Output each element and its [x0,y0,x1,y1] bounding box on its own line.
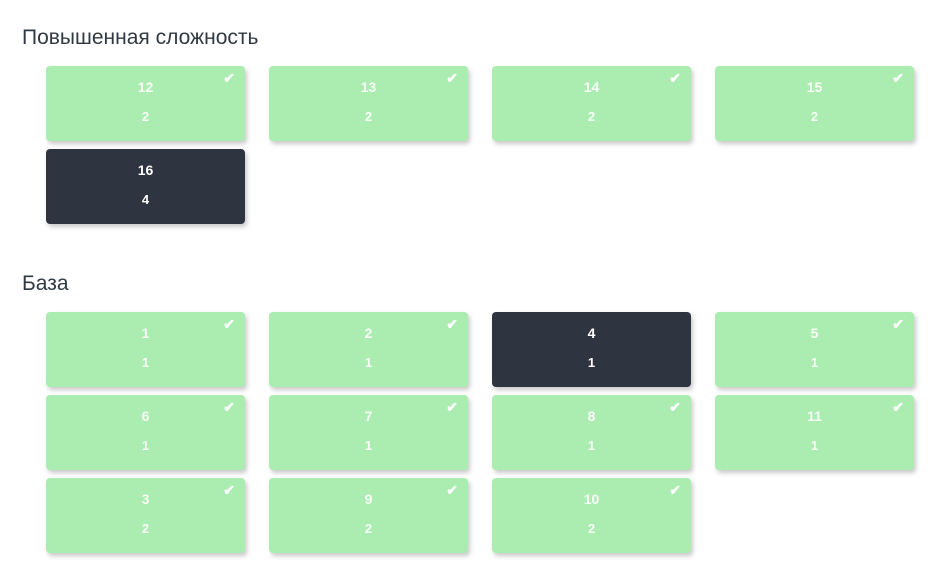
check-icon: ✔ [446,399,458,415]
card-number: 2 [364,325,373,341]
task-card[interactable]: ✔ 6 1 [46,395,245,470]
task-card[interactable]: 16 4 [46,149,245,224]
card-number: 7 [364,408,373,424]
card-count: 1 [810,355,819,370]
check-icon: ✔ [223,399,235,415]
task-card[interactable]: ✔ 5 1 [715,312,914,387]
card-number: 4 [587,325,596,341]
task-card[interactable]: ✔ 9 2 [269,478,468,553]
check-icon: ✔ [446,70,458,86]
task-card[interactable]: 4 1 [492,312,691,387]
card-count: 1 [587,355,596,370]
card-number: 5 [810,325,819,341]
card-number: 14 [583,79,600,95]
card-count: 1 [141,438,150,453]
check-icon: ✔ [223,482,235,498]
card-number: 6 [141,408,150,424]
card-count: 1 [810,438,819,453]
sections-container: Повышенная сложность ✔ 12 2 ✔ 13 2 ✔ 14 … [0,26,941,553]
card-count: 2 [364,521,373,536]
card-number: 1 [141,325,150,341]
check-icon: ✔ [446,482,458,498]
task-card[interactable]: ✔ 14 2 [492,66,691,141]
card-number: 16 [137,162,154,178]
card-count: 2 [810,109,819,124]
section-title: База [22,272,69,295]
task-card[interactable]: ✔ 10 2 [492,478,691,553]
check-icon: ✔ [446,316,458,332]
task-card[interactable]: ✔ 2 1 [269,312,468,387]
check-icon: ✔ [669,399,681,415]
check-icon: ✔ [892,316,904,332]
section-title: Повышенная сложность [22,26,259,49]
task-card[interactable]: ✔ 3 2 [46,478,245,553]
check-icon: ✔ [892,399,904,415]
card-number: 8 [587,408,596,424]
task-card[interactable]: ✔ 11 1 [715,395,914,470]
card-number: 15 [806,79,823,95]
card-number: 10 [583,491,600,507]
section: База ✔ 1 1 ✔ 2 1 4 1 ✔ 5 1 ✔ 6 1 ✔ 7 1 ✔… [0,272,941,553]
task-card[interactable]: ✔ 7 1 [269,395,468,470]
card-count: 2 [141,521,150,536]
card-count: 1 [364,438,373,453]
card-count: 2 [587,521,596,536]
card-number: 9 [364,491,373,507]
card-count: 2 [587,109,596,124]
task-card[interactable]: ✔ 12 2 [46,66,245,141]
card-count: 1 [364,355,373,370]
check-icon: ✔ [223,316,235,332]
task-card[interactable]: ✔ 1 1 [46,312,245,387]
card-count: 2 [364,109,373,124]
check-icon: ✔ [669,482,681,498]
task-card[interactable]: ✔ 8 1 [492,395,691,470]
section: Повышенная сложность ✔ 12 2 ✔ 13 2 ✔ 14 … [0,26,941,224]
card-number: 11 [807,408,822,424]
card-count: 1 [587,438,596,453]
task-card[interactable]: ✔ 13 2 [269,66,468,141]
card-count: 4 [141,192,150,207]
card-grid: ✔ 1 1 ✔ 2 1 4 1 ✔ 5 1 ✔ 6 1 ✔ 7 1 ✔ 8 1 … [46,312,914,553]
card-number: 3 [141,491,150,507]
check-icon: ✔ [223,70,235,86]
card-count: 2 [141,109,150,124]
card-number: 13 [360,79,377,95]
card-grid: ✔ 12 2 ✔ 13 2 ✔ 14 2 ✔ 15 2 16 4 [46,66,914,224]
check-icon: ✔ [892,70,904,86]
card-number: 12 [137,79,154,95]
card-count: 1 [141,355,150,370]
task-card[interactable]: ✔ 15 2 [715,66,914,141]
check-icon: ✔ [669,70,681,86]
